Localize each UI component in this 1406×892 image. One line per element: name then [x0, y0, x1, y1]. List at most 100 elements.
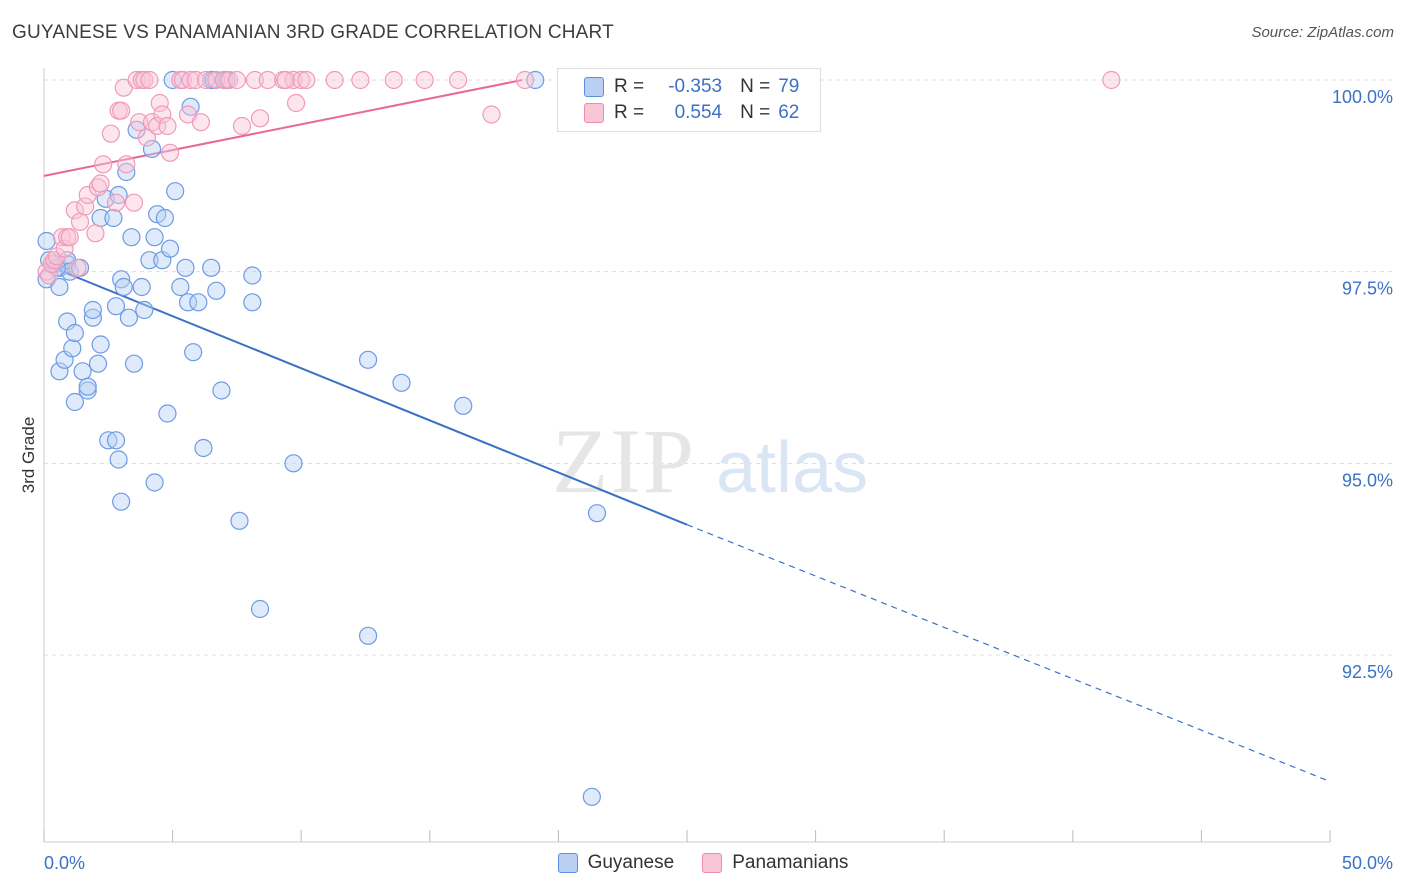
point-guyanese [109, 450, 128, 469]
point-panamanians [196, 70, 216, 90]
point-guyanese [158, 404, 177, 423]
data-points [37, 70, 1121, 806]
point-panamanians [94, 155, 113, 174]
watermark: ZIP atlas [552, 410, 868, 512]
stats-row-guyanese: R = -0.353 N = 79 [584, 74, 799, 100]
point-guyanese [284, 454, 303, 473]
tick-labels: 100.0% 97.5% 95.0% 92.5% 0.0% 50.0% [44, 87, 1393, 873]
guyanese-swatch [557, 853, 578, 873]
point-guyanese [65, 392, 84, 412]
guyanese-swatch [584, 77, 604, 97]
n-label: N = [740, 76, 771, 97]
n-value: 62 [778, 102, 800, 123]
point-panamanians [124, 193, 144, 212]
point-guyanese [135, 300, 154, 320]
point-guyanese [83, 308, 102, 327]
point-guyanese [189, 293, 208, 312]
point-panamanians [148, 116, 167, 136]
point-panamanians [55, 239, 74, 258]
point-guyanese [155, 208, 174, 228]
trend-line-guyanese [43, 263, 688, 526]
point-panamanians [186, 70, 205, 90]
point-guyanese [88, 354, 108, 373]
point-guyanese [140, 251, 159, 270]
point-guyanese [37, 231, 56, 251]
point-guyanese [122, 228, 141, 247]
point-panamanians [220, 70, 239, 90]
point-panamanians [150, 93, 169, 113]
n-label: N = [740, 102, 771, 123]
r-value: 0.554 [674, 102, 723, 123]
point-guyanese [83, 300, 102, 320]
point-panamanians [70, 212, 90, 231]
point-guyanese [243, 293, 262, 312]
point-panamanians [258, 70, 277, 90]
point-panamanians [482, 105, 501, 124]
point-guyanese [163, 70, 182, 90]
point-panamanians [106, 193, 126, 212]
point-guyanese [114, 277, 133, 297]
point-guyanese [106, 297, 126, 316]
point-panamanians [276, 70, 295, 90]
y-tick-label: 100.0% [1332, 87, 1393, 107]
legend-item-guyanese[interactable]: Guyanese [557, 852, 674, 874]
point-panamanians [127, 70, 146, 90]
point-panamanians [68, 258, 87, 277]
point-guyanese [171, 277, 190, 297]
point-panamanians [384, 70, 403, 90]
axes [43, 68, 1331, 843]
point-panamanians [1102, 70, 1121, 90]
legend-item-panamanians[interactable]: Panamanians [702, 852, 848, 874]
point-guyanese [78, 381, 97, 400]
point-panamanians [112, 101, 131, 120]
point-panamanians [140, 70, 159, 90]
point-guyanese [50, 362, 69, 381]
point-guyanese [142, 139, 162, 159]
point-guyanese [91, 335, 110, 354]
stats-row-panamanians: R = 0.554 N = 62 [584, 100, 799, 126]
point-guyanese [202, 258, 221, 277]
point-guyanese [392, 373, 411, 392]
point-panamanians [191, 113, 210, 132]
watermark-zip: ZIP [552, 410, 696, 512]
y-tick-label: 92.5% [1342, 662, 1393, 682]
point-panamanians [181, 70, 200, 90]
point-guyanese [250, 599, 270, 619]
point-guyanese [132, 277, 151, 297]
point-panamanians [227, 70, 246, 90]
point-guyanese [124, 354, 144, 373]
point-guyanese [194, 438, 213, 458]
point-panamanians [78, 185, 97, 205]
point-guyanese [526, 70, 545, 90]
point-panamanians [351, 70, 370, 90]
point-guyanese [176, 258, 195, 277]
x-tick-label: 0.0% [44, 853, 85, 873]
grid-lines [44, 79, 1395, 656]
point-guyanese [99, 431, 118, 450]
y-tick-label: 95.0% [1342, 470, 1393, 490]
trend-line-guyanese-projection [686, 524, 1331, 783]
point-guyanese [166, 182, 185, 201]
y-axis-label: 3rd Grade [19, 417, 38, 494]
point-panamanians [325, 70, 344, 90]
point-panamanians [173, 70, 192, 90]
point-guyanese [119, 308, 138, 327]
trend-lines [43, 79, 1331, 783]
point-guyanese [358, 350, 378, 369]
point-guyanese [78, 377, 97, 396]
point-guyanese [160, 239, 180, 258]
point-panamanians [284, 70, 303, 90]
point-guyanese [207, 281, 226, 300]
point-panamanians [135, 70, 154, 90]
point-guyanese [112, 492, 131, 511]
point-guyanese [73, 362, 92, 381]
stats-legend: R = -0.353 N = 79 R = 0.554 N = 62 [557, 68, 821, 132]
point-guyanese [145, 473, 164, 492]
point-panamanians [250, 109, 270, 128]
point-guyanese [454, 396, 473, 415]
point-guyanese [243, 266, 262, 285]
point-panamanians [515, 70, 535, 90]
point-panamanians [232, 116, 252, 136]
point-panamanians [86, 224, 105, 243]
